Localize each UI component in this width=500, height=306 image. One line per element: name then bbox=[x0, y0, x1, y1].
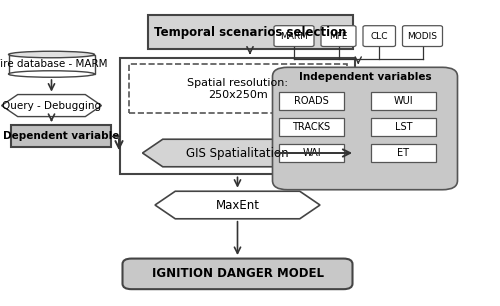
Text: WUI: WUI bbox=[394, 96, 413, 106]
Text: Temporal scenarios selection: Temporal scenarios selection bbox=[154, 26, 346, 39]
Bar bbox=[371, 92, 436, 110]
Text: Query - Debugging: Query - Debugging bbox=[2, 101, 101, 110]
Text: MARM: MARM bbox=[280, 32, 308, 41]
Text: IGNITION DANGER MODEL: IGNITION DANGER MODEL bbox=[152, 267, 324, 280]
Text: Dependent variable: Dependent variable bbox=[3, 131, 119, 141]
FancyBboxPatch shape bbox=[274, 26, 314, 47]
Text: MaxEnt: MaxEnt bbox=[216, 199, 260, 211]
FancyBboxPatch shape bbox=[363, 26, 396, 47]
Bar bbox=[148, 15, 352, 49]
Text: Independent variables: Independent variables bbox=[298, 72, 432, 81]
FancyBboxPatch shape bbox=[272, 67, 458, 190]
Bar bbox=[279, 144, 344, 162]
Text: MFE: MFE bbox=[329, 32, 348, 41]
Polygon shape bbox=[2, 95, 102, 117]
Text: LST: LST bbox=[394, 122, 412, 132]
Text: Spatial resolution:
250x250m: Spatial resolution: 250x250m bbox=[188, 78, 288, 99]
Polygon shape bbox=[142, 139, 332, 167]
Bar bbox=[8, 54, 94, 74]
Ellipse shape bbox=[8, 71, 94, 77]
Text: GIS Spatialitation: GIS Spatialitation bbox=[186, 147, 289, 159]
Bar bbox=[11, 125, 111, 147]
Text: WAI: WAI bbox=[302, 148, 321, 158]
Bar bbox=[120, 58, 355, 174]
Ellipse shape bbox=[8, 51, 94, 58]
Bar bbox=[129, 64, 346, 113]
Bar bbox=[371, 144, 436, 162]
FancyBboxPatch shape bbox=[321, 26, 356, 47]
Polygon shape bbox=[155, 191, 320, 219]
Bar bbox=[279, 118, 344, 136]
Text: Fire database - MARM: Fire database - MARM bbox=[0, 59, 108, 69]
Text: ROADS: ROADS bbox=[294, 96, 329, 106]
Text: CLC: CLC bbox=[370, 32, 388, 41]
FancyBboxPatch shape bbox=[122, 259, 352, 289]
Text: MODIS: MODIS bbox=[408, 32, 438, 41]
Bar bbox=[279, 92, 344, 110]
FancyBboxPatch shape bbox=[402, 26, 442, 47]
Bar bbox=[371, 118, 436, 136]
Text: TRACKS: TRACKS bbox=[292, 122, 331, 132]
Text: ET: ET bbox=[398, 148, 409, 158]
